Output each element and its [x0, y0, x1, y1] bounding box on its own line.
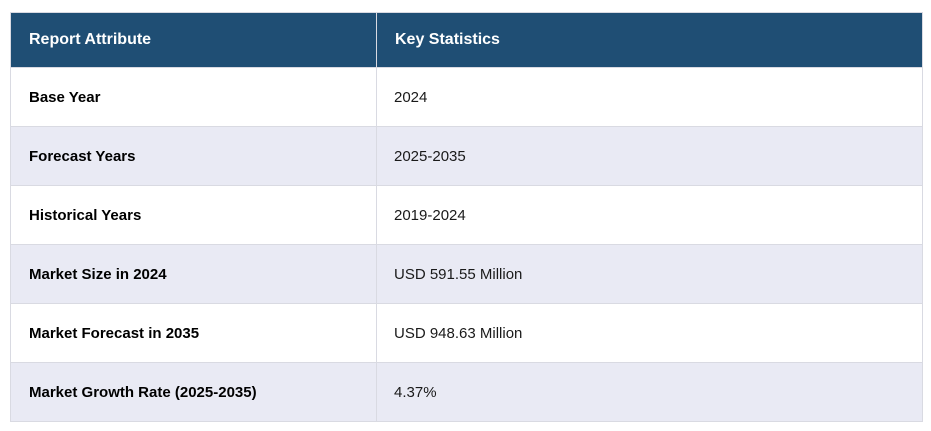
header-key-statistics: Key Statistics	[376, 12, 923, 68]
table-row: Market Size in 2024 USD 591.55 Million	[10, 244, 923, 304]
table-row: Market Growth Rate (2025-2035) 4.37%	[10, 362, 923, 422]
attribute-market-forecast: Market Forecast in 2035	[10, 303, 377, 363]
attribute-market-size: Market Size in 2024	[10, 244, 377, 304]
value-base-year: 2024	[376, 67, 923, 127]
table-row: Historical Years 2019-2024	[10, 185, 923, 245]
attribute-forecast-years: Forecast Years	[10, 126, 377, 186]
value-market-size: USD 591.55 Million	[376, 244, 923, 304]
table-row: Base Year 2024	[10, 67, 923, 127]
table-row: Forecast Years 2025-2035	[10, 126, 923, 186]
header-report-attribute: Report Attribute	[10, 12, 377, 68]
value-market-growth-rate: 4.37%	[376, 362, 923, 422]
attribute-base-year: Base Year	[10, 67, 377, 127]
attribute-historical-years: Historical Years	[10, 185, 377, 245]
table-body: Base Year 2024 Forecast Years 2025-2035 …	[10, 67, 923, 422]
table-row: Market Forecast in 2035 USD 948.63 Milli…	[10, 303, 923, 363]
value-market-forecast: USD 948.63 Million	[376, 303, 923, 363]
table-header-row: Report Attribute Key Statistics	[10, 12, 923, 68]
report-statistics-table: Report Attribute Key Statistics Base Yea…	[10, 12, 923, 422]
attribute-market-growth-rate: Market Growth Rate (2025-2035)	[10, 362, 377, 422]
value-historical-years: 2019-2024	[376, 185, 923, 245]
table-header: Report Attribute Key Statistics	[10, 12, 923, 68]
value-forecast-years: 2025-2035	[376, 126, 923, 186]
